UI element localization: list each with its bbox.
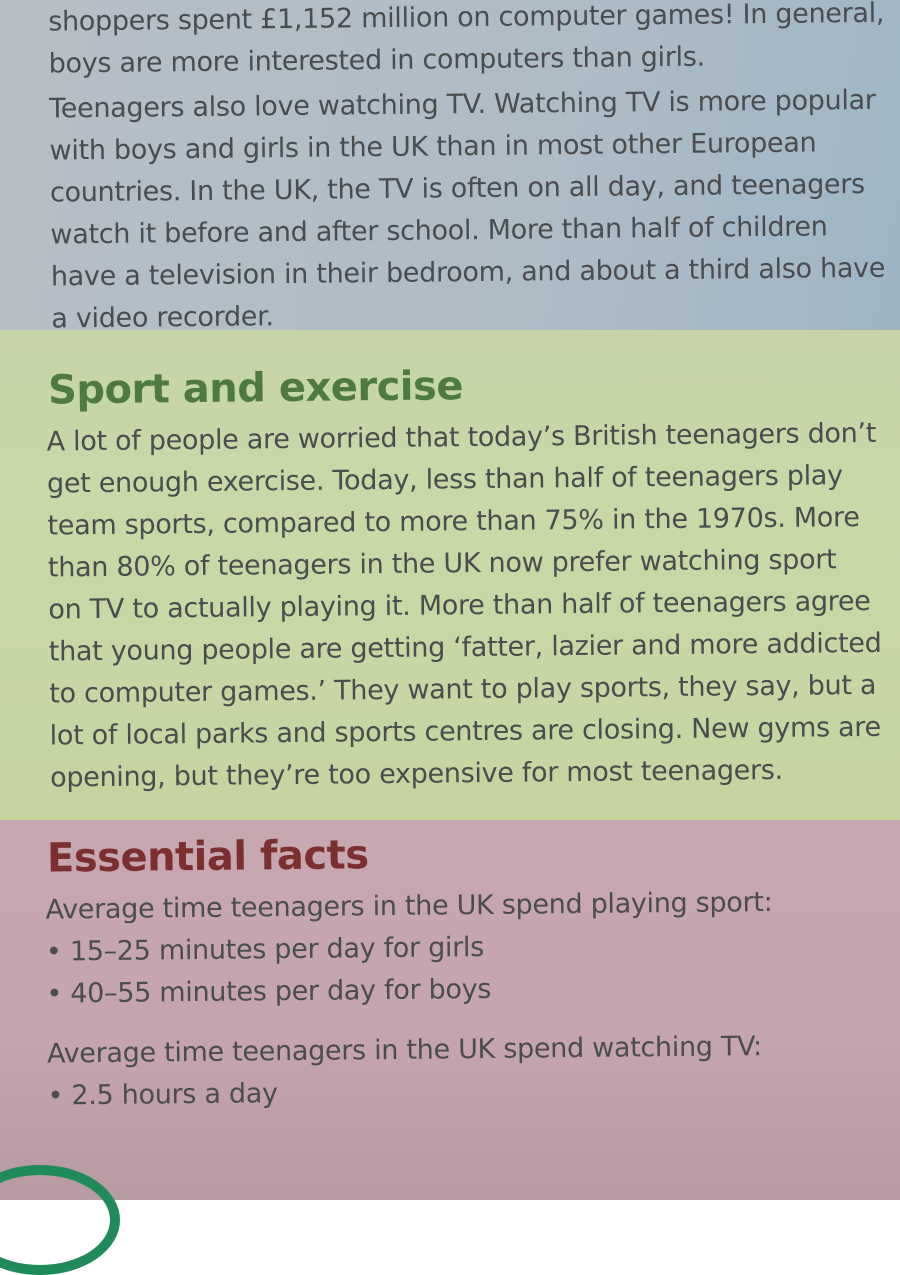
- intro-paragraph: shoppers spent £1,152 million on compute…: [48, 0, 900, 85]
- sport-heading: Sport and exercise: [47, 363, 464, 414]
- sport-paragraph: A lot of people are worried that today’s…: [46, 413, 900, 800]
- tv-paragraph: Teenagers also love watching TV. Watchin…: [49, 79, 900, 340]
- facts-tv-list: Average time teenagers in the UK spend w…: [47, 1025, 900, 1118]
- pink-section-background: [0, 820, 900, 1200]
- facts-sport-list: Average time teenagers in the UK spend p…: [45, 881, 900, 1016]
- text-line: boys are more interested in computers th…: [48, 41, 705, 80]
- textbook-page: shoppers spent £1,152 million on compute…: [45, 0, 900, 1118]
- text-line: have a television in their bedroom, and …: [50, 252, 886, 293]
- green-section-background: [0, 330, 900, 840]
- text-line: opening, but they’re too expensive for m…: [49, 754, 784, 794]
- facts-sport-intro: Average time teenagers in the UK spend p…: [45, 886, 773, 926]
- essential-facts-heading: Essential facts: [46, 832, 369, 882]
- blue-section-background: [0, 0, 900, 345]
- text-line: a video recorder.: [51, 301, 274, 335]
- list-item: • 2.5 hours a day: [47, 1078, 278, 1112]
- list-item: • 40–55 minutes per day for boys: [46, 973, 492, 1010]
